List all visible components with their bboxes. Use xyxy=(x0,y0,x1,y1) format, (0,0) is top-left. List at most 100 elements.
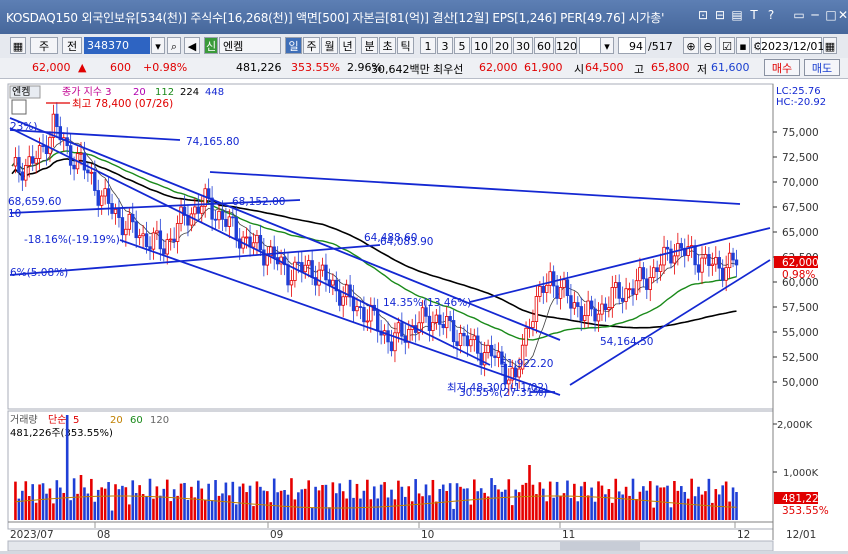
zoom-out-icon[interactable]: ⊖ xyxy=(700,37,716,54)
candle-body xyxy=(624,288,628,302)
save-icon[interactable]: ▪ xyxy=(736,37,750,54)
volume-bar xyxy=(331,482,335,520)
tab-day[interactable]: 일 xyxy=(285,37,302,54)
minute-3-button[interactable]: 3 xyxy=(437,37,453,54)
candle-body xyxy=(721,267,725,281)
scrollbar-thumb[interactable] xyxy=(560,542,640,550)
stock-legend-label: 엔켐 xyxy=(12,86,30,98)
chart-area[interactable]: 엔켐 종가 지수 3 20 112 224 448 LC:25.76 HC:-2… xyxy=(0,79,848,552)
restore-icon[interactable]: ▭ xyxy=(793,8,805,22)
volume-bar xyxy=(165,479,169,520)
tab-minute[interactable]: 분 xyxy=(361,37,378,54)
volume-bar xyxy=(128,504,131,520)
volume-bar xyxy=(197,480,200,520)
candle-body xyxy=(593,308,597,322)
high-label: 고 xyxy=(634,63,645,76)
minute-20-button[interactable]: 20 xyxy=(492,37,512,54)
volume-tick-1000k: 1,000K xyxy=(783,468,819,479)
layout-icon[interactable]: ▦ xyxy=(10,37,26,54)
volume-bar xyxy=(459,486,462,520)
zoom-in-icon[interactable]: ⊕ xyxy=(683,37,699,54)
volume-bar xyxy=(376,498,379,520)
search-icon[interactable]: ⌕ xyxy=(167,37,181,54)
trend-line-4 xyxy=(209,171,741,205)
candle-body xyxy=(507,379,511,385)
minute-120-button[interactable]: 120 xyxy=(555,37,577,54)
volume-bar xyxy=(559,496,562,520)
volume-bar xyxy=(190,486,193,520)
volume-bar xyxy=(138,485,141,520)
candle-body xyxy=(100,195,104,206)
horizontal-scrollbar[interactable] xyxy=(7,540,774,552)
candle-body xyxy=(572,302,577,309)
candle-body xyxy=(441,323,445,329)
candle-body xyxy=(344,284,349,298)
chevron-down-icon[interactable]: ▾ xyxy=(151,37,165,54)
candle-body xyxy=(589,300,594,310)
candle-body xyxy=(127,213,131,230)
checkbox-icon[interactable]: ☑ xyxy=(719,37,735,54)
volume-bar xyxy=(548,481,552,520)
chart-svg[interactable]: 엔켐 종가 지수 3 20 112 224 448 LC:25.76 HC:-2… xyxy=(0,79,848,552)
volume-bar xyxy=(169,501,172,520)
minute-30-button[interactable]: 30 xyxy=(513,37,533,54)
tab-tick[interactable]: 틱 xyxy=(397,37,414,54)
close-icon[interactable]: ✕ xyxy=(838,8,848,22)
trend-lines xyxy=(9,117,771,396)
minute-1-button[interactable]: 1 xyxy=(420,37,436,54)
candle-body xyxy=(310,260,314,278)
display-count-input[interactable]: 94 xyxy=(618,37,646,54)
tab-month[interactable]: 월 xyxy=(321,37,338,54)
grid-icon[interactable] xyxy=(11,99,27,115)
neg1816-annotation: -18.16%(-19.19%) xyxy=(24,234,120,246)
chevron-down-icon[interactable]: ▾ xyxy=(600,37,614,54)
volume-bar xyxy=(576,501,580,520)
tab-second[interactable]: 초 xyxy=(379,37,396,54)
volume-bar xyxy=(586,495,590,520)
volume-bar xyxy=(155,486,159,520)
speaker-icon[interactable]: ◀ xyxy=(184,37,200,54)
list-icon[interactable]: ▤ xyxy=(731,8,743,22)
volume-bar xyxy=(176,495,179,520)
buy-button[interactable]: 매수 xyxy=(764,59,800,76)
volume-bar xyxy=(369,499,373,520)
trend-line-7 xyxy=(9,129,181,141)
volume-bar xyxy=(259,486,262,520)
trend-line-6 xyxy=(9,244,381,276)
candle-body xyxy=(503,363,508,385)
open-label: 시 xyxy=(574,63,585,76)
min-annotation: 최저 48,300 (11/02) xyxy=(447,382,548,394)
minute-60-button[interactable]: 60 xyxy=(534,37,554,54)
text-icon[interactable]: T xyxy=(750,8,758,22)
volume-bar xyxy=(469,504,473,520)
candle-body xyxy=(106,188,111,204)
minute-5-button[interactable]: 5 xyxy=(454,37,470,54)
candle-body xyxy=(196,206,200,214)
minimize-icon[interactable]: ─ xyxy=(811,8,819,22)
sell-button[interactable]: 매도 xyxy=(804,59,840,76)
candle-body xyxy=(158,230,163,250)
period-type-select[interactable]: 주 xyxy=(30,37,58,54)
volume-bar xyxy=(514,489,517,520)
trend-line-8 xyxy=(469,227,771,303)
date-input[interactable]: 2023/12/01 xyxy=(760,37,824,54)
icon-button-2[interactable]: ⊟ xyxy=(714,8,726,22)
help-icon[interactable]: ? xyxy=(767,8,775,22)
candle-body xyxy=(51,113,56,138)
tab-year[interactable]: 년 xyxy=(339,37,356,54)
minute-10-button[interactable]: 10 xyxy=(471,37,491,54)
volume-bar xyxy=(483,492,486,520)
candle-body xyxy=(338,290,342,306)
volume-bar xyxy=(435,501,438,520)
tab-week[interactable]: 주 xyxy=(303,37,320,54)
candle-body xyxy=(175,223,180,242)
volume-bar xyxy=(303,488,307,520)
current-price-box xyxy=(774,256,818,268)
candle-body xyxy=(472,335,476,341)
calendar-icon[interactable]: ▦ xyxy=(823,37,837,54)
stock-code-input[interactable]: 348370 xyxy=(84,37,150,54)
maximize-icon[interactable]: □ xyxy=(825,8,837,22)
volume-bar xyxy=(217,495,221,520)
jeon-button[interactable]: 전 xyxy=(62,37,82,54)
icon-button-1[interactable]: ⊡ xyxy=(697,8,709,22)
